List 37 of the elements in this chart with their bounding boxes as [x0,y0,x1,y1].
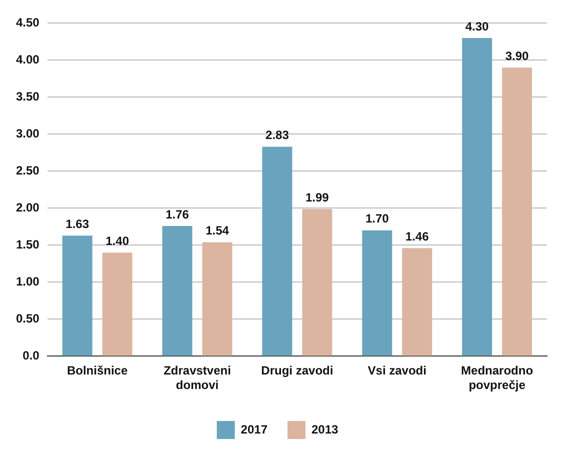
data-label: 1.99 [305,190,330,204]
bar [102,252,132,356]
x-tick-label: Mednarodno povprečje [461,364,534,392]
y-tick-label: 0.0 [22,348,40,363]
bar [62,236,92,356]
y-tick-label: 1.50 [16,238,40,252]
bar [502,68,532,356]
y-tick-label: 2.50 [16,164,40,178]
y-tick-label: 2.00 [16,200,40,215]
y-tick-label: 1.00 [16,274,40,289]
bar [302,208,332,356]
data-label: 1.76 [166,207,190,222]
bar [462,38,492,356]
x-tick-label: Bolnišnice [66,364,128,378]
data-label: 2.83 [266,128,290,142]
data-label: 1.40 [106,234,130,248]
bar [402,248,432,356]
y-tick-label: 3.00 [16,126,40,141]
data-label: 1.46 [405,229,430,244]
x-tick-label: Zdravstveni domovi [164,364,231,392]
data-label: 3.90 [505,48,530,63]
bar [362,230,392,356]
y-tick-label: 4.50 [16,16,40,30]
data-label: 4.30 [465,19,490,34]
y-tick-label: 3.50 [16,90,40,104]
legend-label: 2017 [240,422,268,436]
data-label: 1.70 [365,212,390,226]
y-tick-label: 4.00 [16,52,40,67]
bar [162,226,192,356]
x-tick-label: Drugi zavodi [261,364,334,378]
data-label: 1.63 [66,216,90,231]
bar [202,242,232,356]
data-label: 1.54 [206,224,230,238]
x-tick-label: Vsi zavodi [368,364,426,378]
y-tick-label: 0.50 [16,312,40,326]
legend-label: 2013 [312,422,339,436]
bar [262,146,292,356]
